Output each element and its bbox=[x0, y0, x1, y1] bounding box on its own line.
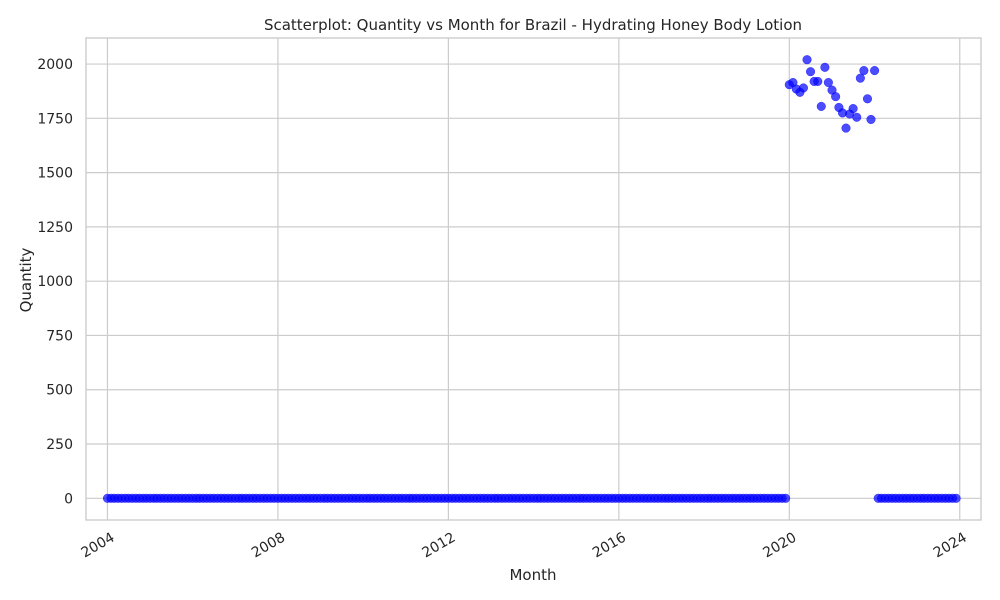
data-point bbox=[802, 55, 812, 65]
data-point bbox=[859, 66, 869, 76]
y-tick-label: 0 bbox=[64, 491, 73, 507]
y-tick-label: 1500 bbox=[37, 166, 73, 182]
y-tick-label: 250 bbox=[46, 437, 73, 453]
x-tick-label: 2008 bbox=[249, 530, 288, 562]
data-point bbox=[862, 94, 873, 104]
chart-title: Scatterplot: Quantity vs Month for Brazi… bbox=[264, 16, 802, 34]
y-tick-label: 500 bbox=[46, 383, 73, 399]
y-tick-label: 2000 bbox=[37, 57, 73, 73]
x-tick-label: 2012 bbox=[420, 530, 459, 562]
data-point bbox=[805, 67, 816, 77]
x-tick-labels: 2004 2008 2012 2016 2020 2024 bbox=[79, 530, 970, 562]
data-point bbox=[798, 83, 808, 93]
y-tick-label: 750 bbox=[46, 328, 73, 344]
data-point bbox=[951, 493, 961, 503]
data-point bbox=[813, 76, 823, 86]
data-point bbox=[816, 101, 826, 111]
data-point bbox=[852, 112, 862, 122]
data-point bbox=[820, 62, 830, 72]
data-point bbox=[848, 104, 858, 114]
y-tick-label: 1000 bbox=[37, 274, 73, 290]
y-tick-labels: 0 250 500 750 1000 1250 1500 1750 2000 bbox=[37, 57, 73, 507]
x-tick-label: 2016 bbox=[590, 530, 629, 562]
x-tick-label: 2004 bbox=[79, 530, 118, 562]
data-point bbox=[841, 123, 851, 133]
y-axis-label: Quantity bbox=[17, 247, 35, 312]
x-tick-label: 2024 bbox=[931, 530, 970, 562]
data-point bbox=[831, 92, 841, 102]
grid-lines bbox=[86, 38, 981, 520]
data-points bbox=[102, 55, 961, 503]
x-tick-label: 2020 bbox=[760, 530, 799, 562]
data-point bbox=[781, 493, 791, 503]
x-axis-label: Month bbox=[509, 566, 556, 584]
data-point bbox=[823, 77, 833, 88]
y-tick-label: 1250 bbox=[37, 220, 73, 236]
data-point bbox=[855, 73, 865, 83]
y-tick-label: 1750 bbox=[37, 111, 73, 127]
plot-frame bbox=[85, 37, 982, 521]
data-point bbox=[870, 66, 880, 76]
data-point bbox=[866, 114, 876, 124]
